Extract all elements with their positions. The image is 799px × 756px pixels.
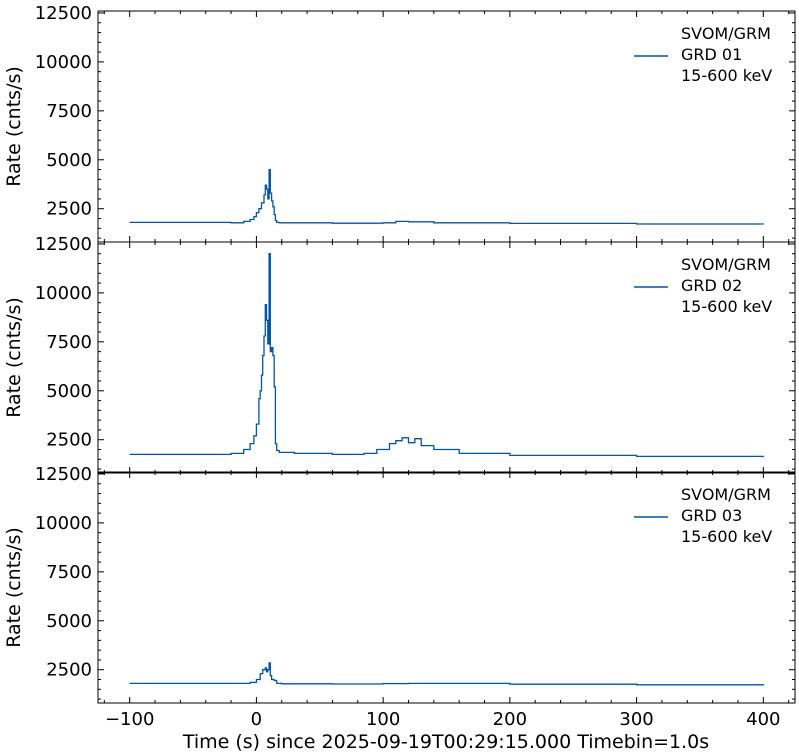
panel-3: 2500 5000 7500 10000 12500 Rate (cnts/s) SVOM/… (3, 464, 796, 730)
panel-2: 2500 5000 7500 10000 12500 Rate (cnts/s) SVOM/… (3, 234, 796, 474)
x-axis-label: Time (s) since 2025-09-19T00:29:15.000 T… (182, 731, 709, 753)
panel-1: 2500 5000 7500 10000 12500 Rate (cnts/s) SVOM/… (3, 3, 796, 243)
y-tick-label: 5000 (46, 611, 92, 632)
y-tick-label: 12500 (35, 234, 92, 255)
y-tick-label: 2500 (46, 430, 92, 451)
x-tick-label: 400 (746, 709, 780, 730)
x-tick-label: 300 (619, 709, 653, 730)
legend-entry: GRD 02 (681, 276, 742, 295)
y-tick-label: 2500 (46, 199, 92, 220)
legend-entry: SVOM/GRM (681, 24, 771, 43)
y-axis-label: Rate (cnts/s) (3, 527, 25, 648)
plot-frame (97, 471, 796, 704)
y-tick-label: 7500 (46, 562, 92, 583)
y-tick-label: 2500 (46, 660, 92, 681)
y-tick-label: 7500 (46, 332, 92, 353)
legend-entry: GRD 03 (681, 506, 742, 525)
y-tick-label: 12500 (35, 3, 92, 24)
series-line (129, 253, 764, 458)
legend-entry: 15-600 keV (681, 66, 772, 85)
legend-entry: SVOM/GRM (681, 485, 771, 504)
x-tick-label: −100 (105, 709, 154, 730)
y-tick-label: 7500 (46, 101, 92, 122)
y-axis-label: Rate (cnts/s) (3, 297, 25, 418)
y-tick-label: 12500 (35, 464, 92, 485)
x-tick-label: 200 (493, 709, 527, 730)
legend-entry: GRD 01 (681, 45, 742, 64)
y-tick-label: 10000 (35, 52, 92, 73)
legend-entry: 15-600 keV (681, 527, 772, 546)
series-line (129, 662, 764, 686)
legend-entry: 15-600 keV (681, 297, 772, 316)
y-axis-label: Rate (cnts/s) (3, 66, 25, 187)
plot-frame (97, 241, 796, 474)
x-tick-label: 0 (251, 709, 262, 730)
y-tick-label: 5000 (46, 381, 92, 402)
y-tick-label: 5000 (46, 150, 92, 171)
legend-entry: SVOM/GRM (681, 255, 771, 274)
y-tick-label: 10000 (35, 283, 92, 304)
series-line (129, 168, 764, 225)
x-tick-label: 100 (366, 709, 400, 730)
y-tick-label: 10000 (35, 513, 92, 534)
